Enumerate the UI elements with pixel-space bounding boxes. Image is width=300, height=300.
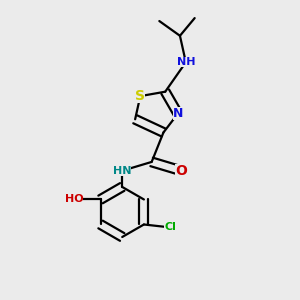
Text: NH: NH <box>177 57 195 67</box>
Text: Cl: Cl <box>164 222 176 233</box>
Text: S: S <box>135 89 145 103</box>
Text: HO: HO <box>65 194 83 205</box>
Text: O: O <box>175 164 187 178</box>
Text: N: N <box>173 107 183 120</box>
Text: HN: HN <box>113 166 131 176</box>
